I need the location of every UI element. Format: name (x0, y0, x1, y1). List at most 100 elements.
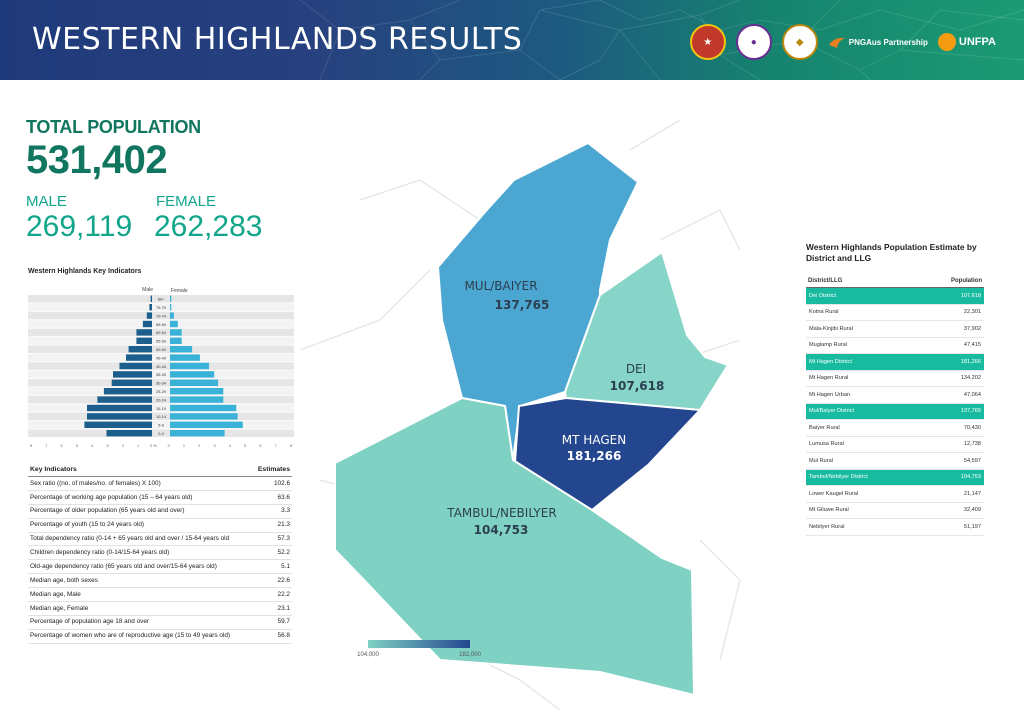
pyramid-band (28, 429, 294, 437)
x-tick-label: 2 (122, 444, 124, 448)
female-bar (170, 337, 182, 344)
table-row: Median age, Male 22.2 (28, 587, 292, 602)
row-name: Muglamp Rural (806, 337, 922, 354)
male-bar (136, 337, 152, 344)
row-name: Baiyer Rural (806, 419, 922, 437)
llg-row: Mt Hagen Urban 47,064 (806, 386, 984, 404)
female-bar (170, 396, 224, 403)
llg-row: Kotna Rural 22,301 (806, 304, 984, 321)
x-tick-label: 8 (290, 444, 292, 448)
x-tick-label: 6 (61, 444, 63, 448)
row-name: Mt Giluwe Rural (806, 502, 922, 519)
female-bar (170, 404, 237, 412)
x-tick-label: 5 (76, 444, 78, 448)
row-name: Mul Rural (806, 452, 922, 470)
pyramid-band (28, 295, 294, 303)
x-tick-label: 7 (275, 444, 277, 448)
female-bar (170, 304, 172, 311)
table-row: Total dependency ratio (0-14 + 65 years … (28, 532, 292, 547)
map-label-dei: DEI (626, 362, 646, 376)
map-value-dei: 107,618 (610, 379, 665, 393)
pyramid-band (28, 421, 294, 429)
row-name: Mt Hagen Rural (806, 370, 922, 387)
indicator-label: Total dependency ratio (0-14 + 65 years … (28, 532, 253, 547)
population-estimate-table: District/LLG Population Dei District 107,… (806, 275, 984, 536)
map-label-mt-hagen: MT HAGEN (562, 433, 626, 447)
male-bar (111, 379, 152, 386)
male-label: MALE (26, 193, 67, 210)
row-population: 47,415 (921, 337, 984, 354)
pyramid-band (28, 412, 294, 421)
row-name: Lower Kaugel Rural (806, 485, 922, 503)
male-bar (149, 304, 152, 311)
age-group-label: 25-29 (156, 390, 166, 394)
indicator-label: Percentage of youth (15 to 24 years old) (28, 518, 253, 533)
male-bar (106, 430, 152, 437)
female-bar (170, 421, 243, 428)
bird-icon (828, 37, 845, 48)
pngaus-label: PNGAus Partnership (848, 37, 928, 47)
age-group-label: 80+ (158, 298, 165, 302)
age-group-label: 40-44 (156, 365, 166, 369)
table-row: Median age, Female 23.1 (28, 601, 292, 616)
row-population: 104,753 (921, 469, 984, 486)
indicator-value: 57.3 (252, 532, 292, 547)
table-row: Children dependency ratio (0-14/15-64 ye… (28, 545, 292, 561)
llg-row: Lumusa Rural 12,738 (806, 436, 984, 453)
family-logo-icon: ◆ (781, 24, 818, 60)
row-name: Mt Hagen District (806, 353, 922, 371)
map-value-tambul-nebilyer: 104,753 (474, 523, 529, 537)
row-population: 22,301 (921, 304, 984, 321)
table-row: Percentage of working age population (15… (28, 490, 292, 505)
x-tick-label: 7 (45, 444, 47, 448)
pyramid-title: Western Highlands Key Indicators (28, 268, 142, 275)
pyramid-band (28, 311, 294, 320)
indicator-label: Sex ratio ((no. of males/no. of females)… (28, 476, 253, 491)
indicator-label: Median age, both sexes (28, 573, 253, 588)
indicator-value: 3.3 (252, 504, 292, 519)
female-bar (170, 430, 225, 437)
age-group-label: 10-14 (156, 415, 166, 419)
column-header-district: District/LLG (806, 275, 922, 288)
x-tick-label: 0 % (150, 444, 157, 448)
table-row: Median age, both sexes 22.6 (28, 573, 292, 588)
female-label: FEMALE (156, 193, 217, 210)
female-value: 262,283 (154, 210, 263, 243)
row-population: 137,765 (921, 403, 984, 420)
map-label-tambul-nebilyer: TAMBUL/NEBILYER (446, 506, 556, 520)
x-tick-label: 1 (137, 444, 139, 448)
x-tick-label: 3 (106, 444, 108, 448)
indicator-label: Median age, Female (28, 601, 253, 616)
table-row: Old-age dependency ratio (65 years old a… (28, 559, 292, 575)
indicator-value: 63.6 (252, 490, 292, 505)
male-bar (128, 346, 152, 353)
indicator-value: 22.6 (252, 573, 292, 588)
map-value-mt-hagen: 181,266 (567, 449, 622, 463)
unfpa-logo: UNFPA (937, 33, 996, 51)
row-population: 47,064 (921, 386, 984, 404)
pyramid-band (28, 379, 294, 387)
female-bar (170, 295, 172, 302)
png-emblem-icon: ★ (689, 24, 726, 60)
indicator-label: Percentage of population age 18 and over (28, 615, 253, 630)
district-row: Tambul/Nebilyer District 104,753 (806, 469, 984, 486)
male-bar (119, 362, 152, 370)
pyramid-band (28, 328, 294, 337)
row-name: Tambul/Nebilyer District (806, 469, 922, 486)
row-population: 37,902 (921, 320, 984, 338)
row-population: 32,409 (921, 502, 984, 519)
district-shape-dei (563, 250, 730, 412)
table-row: Sex ratio ((no. of males/no. of females)… (28, 476, 292, 491)
indicator-value: 59.7 (252, 615, 292, 630)
table-header-row: District/LLG Population (806, 275, 984, 288)
male-axis-label: Male (142, 287, 153, 293)
x-tick-label: 1 (183, 444, 185, 448)
indicator-value: 102.6 (252, 476, 292, 491)
row-name: Kotna Rural (806, 304, 922, 321)
table-row: Percentage of older population (65 years… (28, 504, 292, 519)
x-tick-label: 8 (30, 444, 32, 448)
district-shape-tambul-nebilyer (334, 396, 696, 697)
pyramid-band (28, 395, 294, 404)
row-name: Nebilyer Rural (806, 518, 922, 536)
row-name: Lumusa Rural (806, 436, 922, 453)
